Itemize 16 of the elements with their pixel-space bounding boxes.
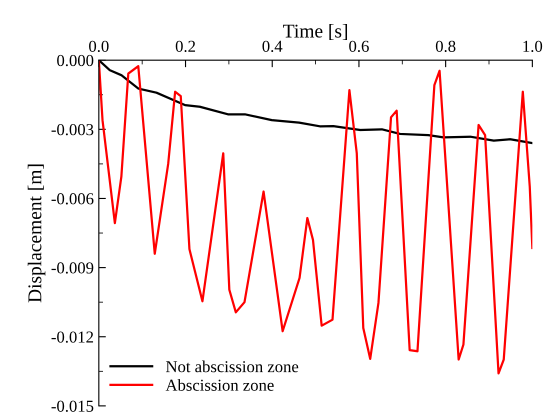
x-tick-label: 1.0 (523, 40, 542, 52)
y-tick-label: -0.012 (52, 331, 94, 343)
legend-label: Not abscission zone (166, 360, 298, 372)
x-tick-label: 0.8 (436, 40, 456, 52)
x-tick-label: 0.0 (89, 40, 109, 52)
y-axis-title: Displacement [m] (28, 164, 46, 302)
y-tick-label: -0.009 (52, 262, 94, 274)
y-tick-label: -0.006 (52, 193, 94, 204)
x-axis-title: Time [s] (283, 24, 348, 40)
x-tick-label: 0.4 (262, 40, 282, 52)
legend-label: Abscission zone (166, 379, 274, 391)
y-tick-label: -0.015 (52, 400, 94, 412)
y-tick-label: -0.003 (52, 124, 94, 136)
y-tick-label: 0.000 (57, 54, 94, 66)
x-tick-label: 0.2 (176, 40, 196, 52)
x-tick-label: 0.6 (349, 40, 369, 52)
